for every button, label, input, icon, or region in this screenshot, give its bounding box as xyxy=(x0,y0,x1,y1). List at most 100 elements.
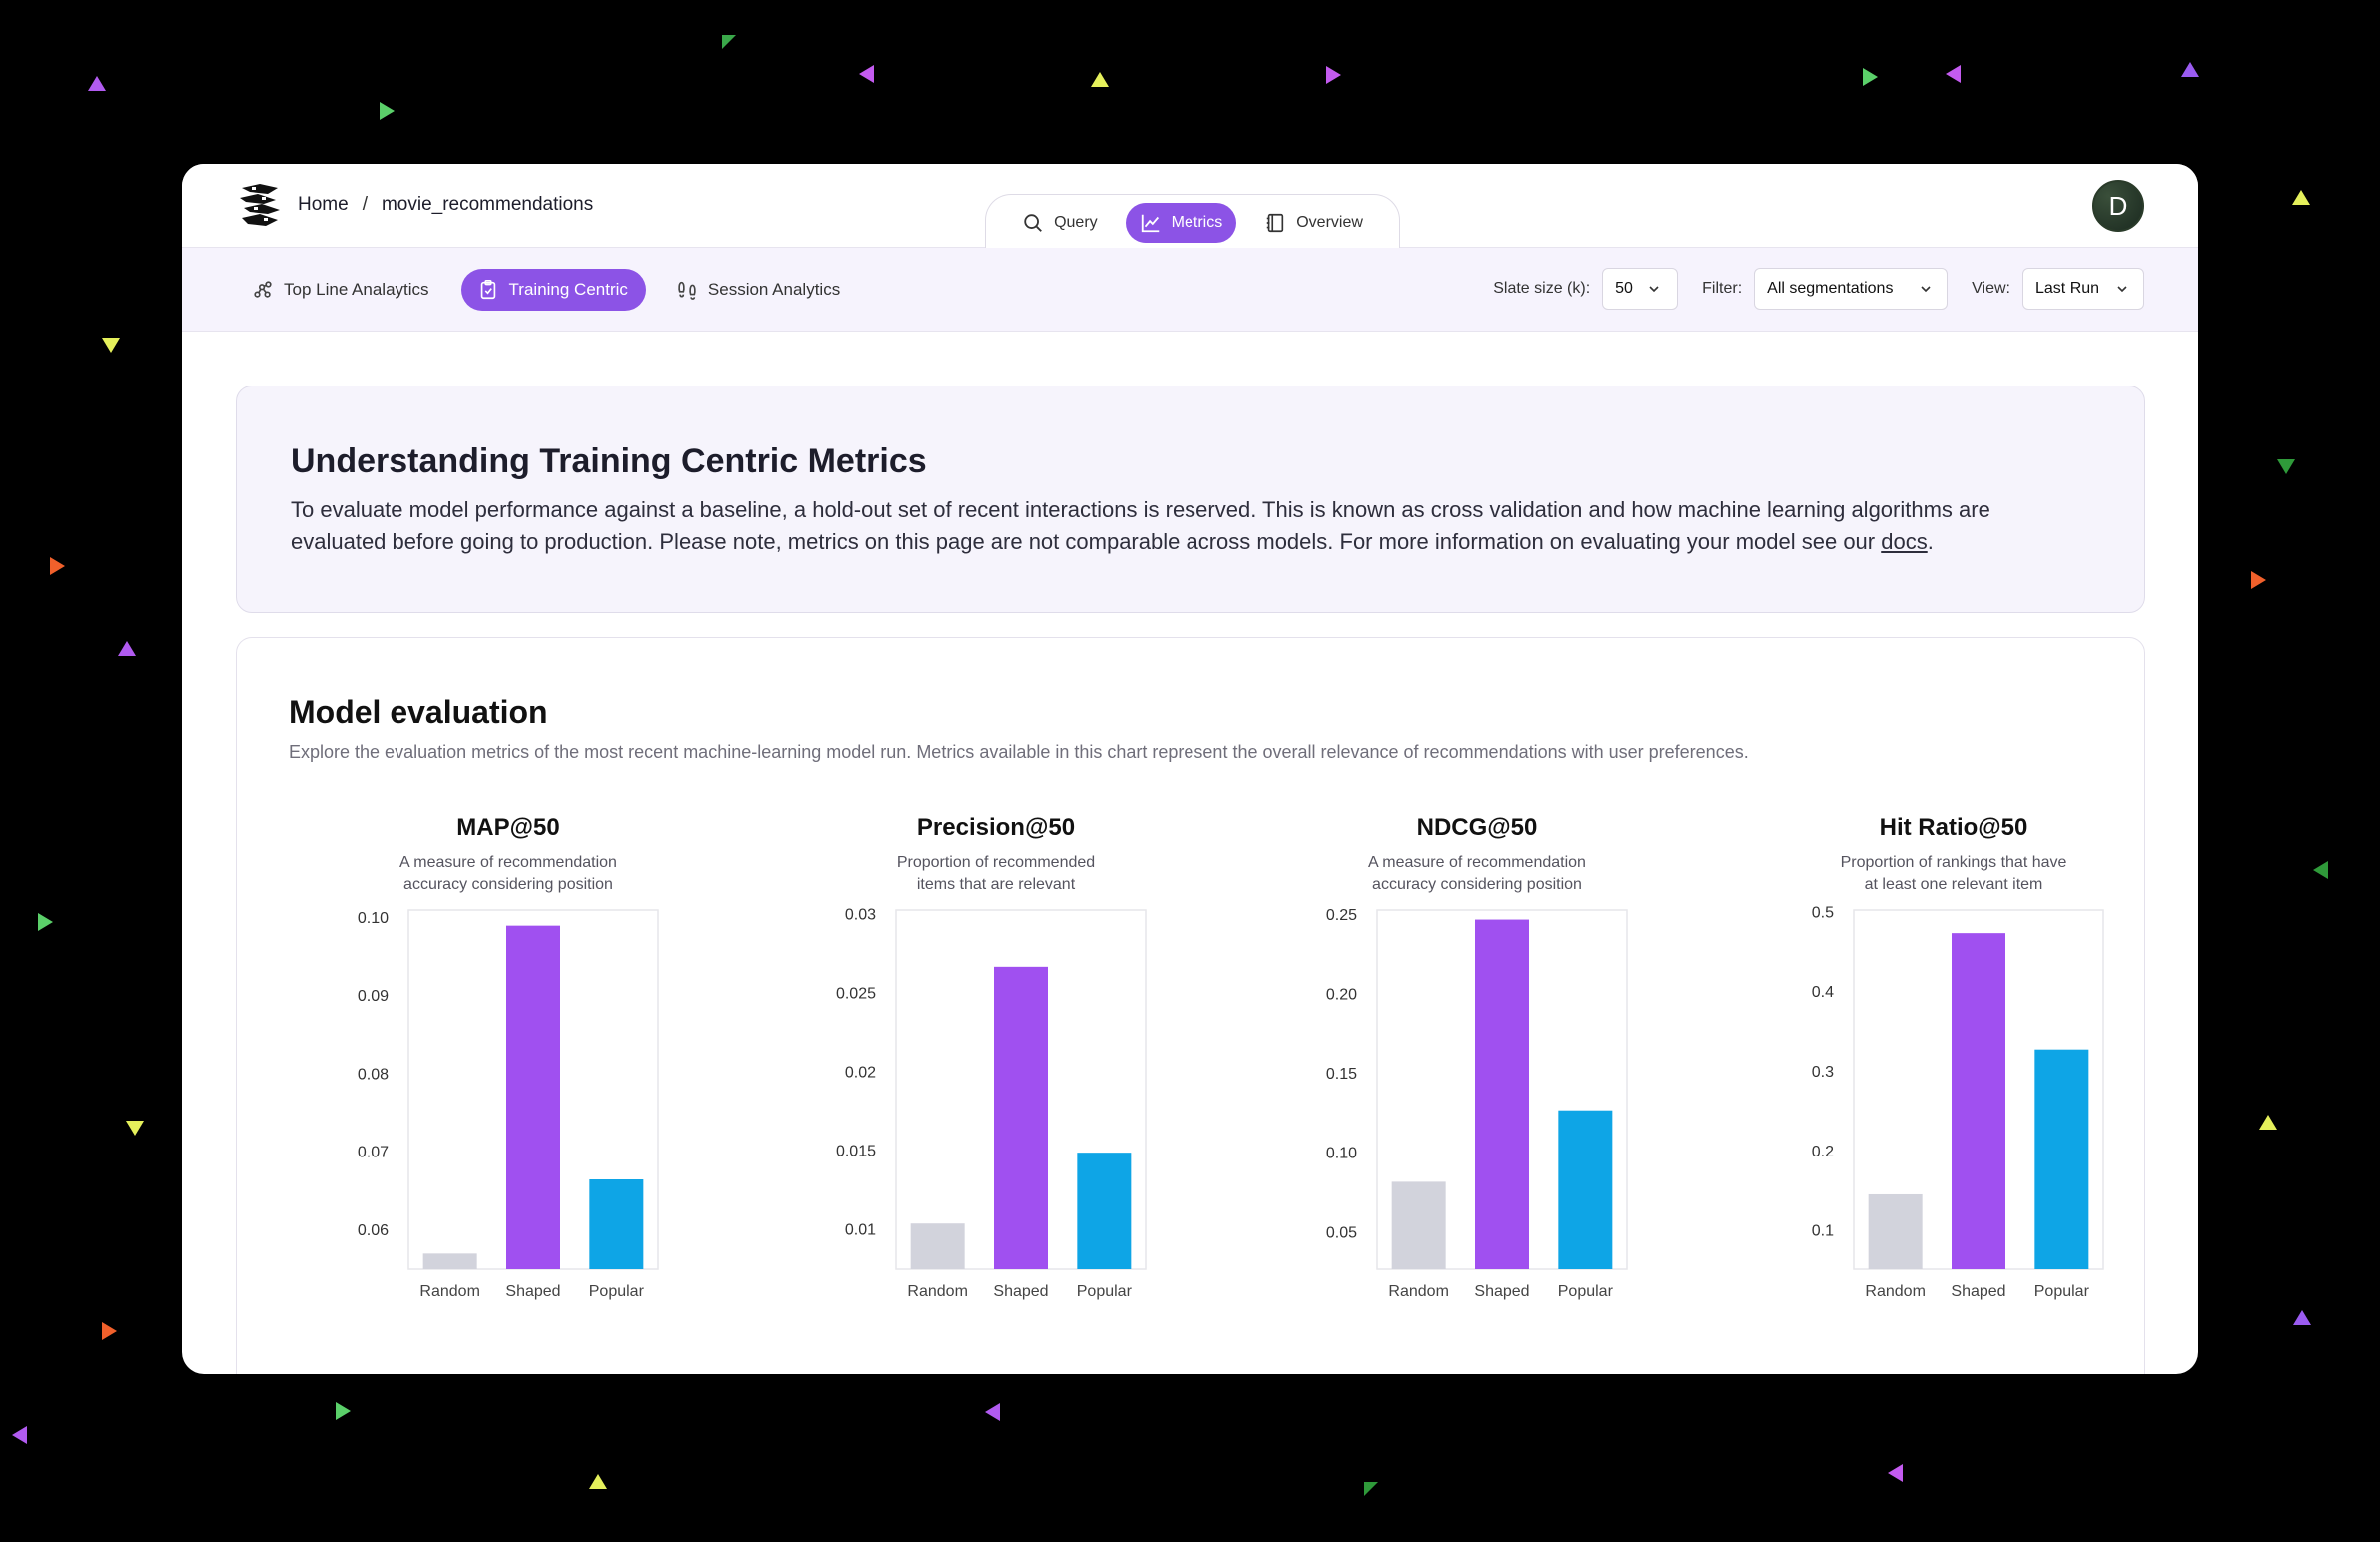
y-tick-label: 0.5 xyxy=(1812,904,1834,921)
confetti-triangle xyxy=(1364,1482,1378,1496)
y-tick-label: 0.4 xyxy=(1812,984,1834,1001)
chart-title: Hit Ratio@50 xyxy=(1879,814,2028,841)
tab-overview[interactable]: Overview xyxy=(1250,203,1377,243)
top-tabs: Query Metrics Overview xyxy=(985,194,1400,250)
confetti-triangle xyxy=(2181,62,2199,77)
confetti-triangle xyxy=(2293,1310,2311,1325)
confetti-triangle xyxy=(118,641,136,656)
bar-popular[interactable] xyxy=(1077,1153,1132,1269)
confetti-triangle xyxy=(2313,861,2328,879)
confetti-triangle xyxy=(1888,1464,1903,1482)
bar-chart-svg: 0.01 0.015 0.02 0.025 0.03 Random Shaped Popula… xyxy=(836,907,1147,1300)
info-body: To evaluate model performance against a … xyxy=(291,497,1990,554)
search-icon xyxy=(1024,213,1042,232)
docs-link[interactable]: docs xyxy=(1881,529,1928,554)
slate-size-label: Slate size (k): xyxy=(1493,280,1591,297)
confetti-triangle xyxy=(102,338,120,353)
y-tick-label: 0.3 xyxy=(1812,1064,1834,1081)
footprints-icon xyxy=(678,281,696,300)
x-tick-label: Popular xyxy=(2034,1283,2090,1300)
chart-description: Proportion of recommended items that are… xyxy=(786,852,1205,896)
chevron-down-icon xyxy=(1649,286,1659,293)
bar-popular[interactable] xyxy=(589,1179,644,1269)
app-window: Home / movie_recommendations Query Metri… xyxy=(182,164,2198,1374)
network-icon xyxy=(254,281,272,298)
tab-query[interactable]: Query xyxy=(1008,203,1112,243)
y-tick-label: 0.025 xyxy=(836,986,876,1003)
x-tick-label: Shaped xyxy=(993,1283,1048,1300)
bar-popular[interactable] xyxy=(1558,1110,1613,1269)
x-tick-label: Popular xyxy=(589,1283,645,1300)
y-tick-label: 0.20 xyxy=(1326,986,1357,1003)
confetti-triangle xyxy=(1946,65,1961,83)
logo-icon[interactable] xyxy=(238,182,282,230)
chart-description-line: at least one relevant item xyxy=(1864,876,2043,893)
y-tick-label: 0.015 xyxy=(836,1144,876,1160)
view-select[interactable]: Last Run xyxy=(2022,268,2144,310)
avatar[interactable]: D xyxy=(2092,180,2144,232)
bar-random[interactable] xyxy=(1868,1193,1923,1269)
bar-random[interactable] xyxy=(422,1253,477,1269)
y-tick-label: 0.10 xyxy=(358,910,389,927)
chart-precision: Precision@50 Proportion of recommended i… xyxy=(786,814,1205,1333)
filter-select[interactable]: All segmentations xyxy=(1754,268,1949,310)
bar-shaped[interactable] xyxy=(1952,933,2005,1269)
confetti-triangle xyxy=(2251,571,2266,589)
view-label: View: xyxy=(1972,280,2010,297)
bar-shaped[interactable] xyxy=(1475,919,1529,1269)
breadcrumb-home[interactable]: Home xyxy=(298,194,349,215)
chart-hit-ratio: Hit Ratio@50 Proportion of rankings that… xyxy=(1744,814,2163,1333)
confetti-triangle xyxy=(1326,66,1341,84)
sub-navigation: Top Line Analaytics Training Centric Ses… xyxy=(182,248,2198,332)
y-tick-label: 0.01 xyxy=(845,1222,876,1239)
chart-description-line: items that are relevant xyxy=(916,876,1076,893)
view-value: Last Run xyxy=(2035,280,2100,297)
confetti-triangle xyxy=(88,76,106,91)
breadcrumb: Home / movie_recommendations xyxy=(298,194,593,216)
confetti-triangle xyxy=(336,1402,351,1420)
sub-tab-top-line-analytics[interactable]: Top Line Analaytics xyxy=(236,269,447,311)
bar-random[interactable] xyxy=(910,1223,965,1269)
x-tick-label: Random xyxy=(1865,1283,1925,1300)
bar-shaped[interactable] xyxy=(994,966,1048,1269)
chart-description-line: accuracy considering position xyxy=(403,876,613,893)
confetti-triangle xyxy=(2277,459,2295,474)
slate-size-value: 50 xyxy=(1615,280,1633,297)
y-tick-label: 0.07 xyxy=(358,1145,389,1161)
slate-size-select[interactable]: 50 xyxy=(1602,268,1679,310)
chart-description-line: A measure of recommendation xyxy=(1368,854,1586,871)
bar-random[interactable] xyxy=(1391,1181,1446,1269)
chart-description: A measure of recommendation accuracy con… xyxy=(1267,852,1687,896)
info-suffix: . xyxy=(1927,529,1934,554)
chevron-down-icon xyxy=(1921,286,1931,293)
tab-metrics[interactable]: Metrics xyxy=(1125,202,1237,243)
confetti-triangle xyxy=(38,913,53,931)
bar-shaped[interactable] xyxy=(506,925,560,1269)
header: Home / movie_recommendations Query Metri… xyxy=(182,164,2198,250)
info-card: Understanding Training Centric Metrics T… xyxy=(236,386,2145,613)
sub-tab-training-centric[interactable]: Training Centric xyxy=(460,269,646,311)
y-tick-label: 0.02 xyxy=(845,1065,876,1082)
chevron-down-icon xyxy=(2117,286,2127,293)
sub-tab-label: Session Analytics xyxy=(707,280,841,299)
y-tick-label: 0.10 xyxy=(1326,1146,1357,1162)
chart-line-icon xyxy=(1141,214,1159,232)
y-tick-label: 0.2 xyxy=(1812,1144,1834,1160)
bar-popular[interactable] xyxy=(2034,1049,2089,1269)
confetti-triangle xyxy=(859,65,874,83)
tab-metrics-label: Metrics xyxy=(1171,213,1223,231)
chart-title: Precision@50 xyxy=(916,814,1076,841)
y-tick-label: 0.09 xyxy=(358,988,389,1005)
evaluation-title: Model evaluation xyxy=(289,694,548,730)
y-tick-label: 0.1 xyxy=(1812,1223,1834,1240)
model-evaluation-card: Model evaluation Explore the evaluation … xyxy=(236,637,2145,1374)
confetti-triangle xyxy=(2292,190,2310,205)
tab-overview-label: Overview xyxy=(1296,213,1363,231)
breadcrumb-current[interactable]: movie_recommendations xyxy=(381,194,594,215)
confetti-triangle xyxy=(12,1426,27,1444)
sub-tab-session-analytics[interactable]: Session Analytics xyxy=(660,269,858,311)
confetti-triangle xyxy=(102,1322,117,1340)
chart-description-line: A measure of recommendation xyxy=(399,854,617,871)
confetti-triangle xyxy=(126,1121,144,1136)
evaluation-subtitle: Explore the evaluation metrics of the mo… xyxy=(289,742,1749,762)
